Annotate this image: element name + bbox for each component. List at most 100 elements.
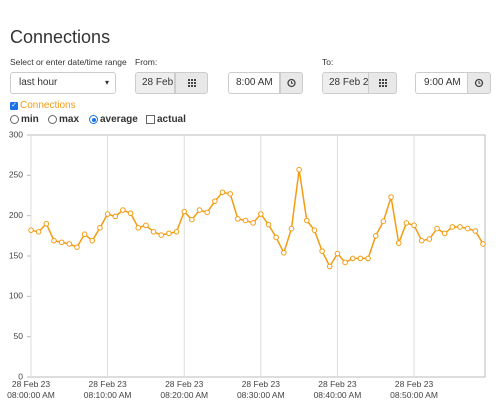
y-tick-label: 300 <box>9 129 23 139</box>
data-point <box>51 237 57 244</box>
option-label: actual <box>157 114 186 125</box>
data-point <box>143 222 149 229</box>
y-tick-label: 200 <box>9 210 23 220</box>
data-point <box>104 211 111 217</box>
data-point <box>242 217 249 224</box>
data-point <box>441 230 448 237</box>
to-date-text: 28 Feb 23 <box>329 77 369 88</box>
from-time-text: 8:00 AM <box>236 77 273 88</box>
data-point <box>342 259 348 266</box>
plot-area <box>30 134 486 378</box>
data-point <box>196 207 203 213</box>
data-point <box>227 191 233 197</box>
data-point <box>403 220 410 226</box>
x-tick-label-line: 08:20:00 AM <box>160 390 208 400</box>
x-tick-label: 28 Feb 23 08:40:00 AM <box>314 379 362 400</box>
data-point <box>288 225 295 232</box>
option-label: max <box>59 114 80 125</box>
data-point <box>212 198 218 204</box>
data-point <box>135 224 142 231</box>
data-point <box>365 255 371 262</box>
x-tick-label-line: 28 Feb 23 <box>242 379 281 389</box>
from-calendar-button[interactable] <box>175 72 208 94</box>
data-point <box>464 225 471 232</box>
from-label: From: <box>135 57 158 67</box>
x-tick-label: 28 Feb 23 08:10:00 AM <box>84 379 132 400</box>
from-time[interactable]: 8:00 AM <box>228 72 280 94</box>
x-tick-label-line: 28 Feb 23 <box>165 379 204 389</box>
data-point <box>58 239 65 246</box>
x-tick-label: 28 Feb 23 08:00:00 AM <box>7 379 55 400</box>
data-point <box>273 234 279 241</box>
to-time-text: 9:00 AM <box>424 77 461 88</box>
x-tick-label-line: 08:10:00 AM <box>84 390 132 400</box>
data-point <box>181 208 188 215</box>
data-point <box>426 236 433 242</box>
data-point <box>265 221 272 228</box>
x-tick-label-line: 08:00:00 AM <box>7 390 55 400</box>
data-point <box>127 210 134 217</box>
y-tick-label: 150 <box>9 250 23 260</box>
data-point <box>449 224 456 230</box>
data-point <box>158 232 165 238</box>
data-point <box>74 244 80 250</box>
data-point <box>319 248 325 254</box>
y-tick-label: 250 <box>9 170 23 180</box>
x-tick-label: 28 Feb 23 08:20:00 AM <box>160 379 208 400</box>
data-point <box>112 213 119 220</box>
option-label: average <box>100 114 138 125</box>
data-point <box>457 224 463 230</box>
option-label: min <box>21 114 39 125</box>
data-point <box>150 229 157 235</box>
x-tick-label-line: 28 Feb 23 <box>12 379 51 389</box>
data-point <box>66 241 73 247</box>
y-tick-label: 0 <box>18 371 23 381</box>
to-calendar-button[interactable] <box>368 72 397 94</box>
data-point <box>480 241 486 247</box>
series-toggle[interactable]: ✓ Connections <box>10 100 76 111</box>
x-tick-label: 28 Feb 23 08:30:00 AM <box>237 379 285 400</box>
data-point <box>372 233 379 239</box>
x-tick-label-line: 08:40:00 AM <box>314 390 362 400</box>
x-tick-label-line: 28 Feb 23 <box>395 379 434 389</box>
data-point <box>166 230 172 237</box>
data-point <box>380 218 387 225</box>
to-clock-button[interactable] <box>467 72 491 94</box>
data-point <box>204 209 211 216</box>
data-point <box>219 189 226 196</box>
y-tick-label: 50 <box>14 331 24 341</box>
from-date[interactable]: 28 Feb 23 <box>135 72 175 94</box>
data-point <box>296 166 302 173</box>
from-date-text: 28 Feb 23 <box>142 77 174 88</box>
data-point <box>388 194 394 200</box>
option-average[interactable]: average <box>89 114 138 125</box>
x-tick-label-line: 08:50:00 AM <box>390 390 438 400</box>
option-max[interactable]: max <box>48 114 79 125</box>
data-point <box>326 263 333 270</box>
x-tick-label: 28 Feb 23 08:50:00 AM <box>390 379 438 400</box>
y-tick-label: 100 <box>9 291 23 301</box>
data-point <box>434 225 440 232</box>
data-point <box>28 227 34 233</box>
data-point <box>303 217 310 224</box>
range-select[interactable]: last hour ▾ <box>10 72 116 94</box>
option-min[interactable]: min <box>10 114 39 125</box>
data-point <box>250 220 256 226</box>
data-point <box>173 229 180 235</box>
data-point <box>395 240 402 246</box>
from-clock-button[interactable] <box>280 72 303 94</box>
x-tick-label-line: 28 Feb 23 <box>318 379 357 389</box>
option-actual[interactable]: actual <box>146 114 186 125</box>
to-label: To: <box>322 57 334 67</box>
range-label: Select or enter date/time range <box>10 57 127 67</box>
data-point <box>235 216 241 222</box>
data-point <box>411 222 417 229</box>
data-point <box>120 207 126 213</box>
data-point <box>258 211 264 217</box>
page-title: Connections <box>10 27 111 47</box>
data-point <box>311 227 318 233</box>
data-point <box>189 216 195 223</box>
data-point <box>334 250 341 257</box>
